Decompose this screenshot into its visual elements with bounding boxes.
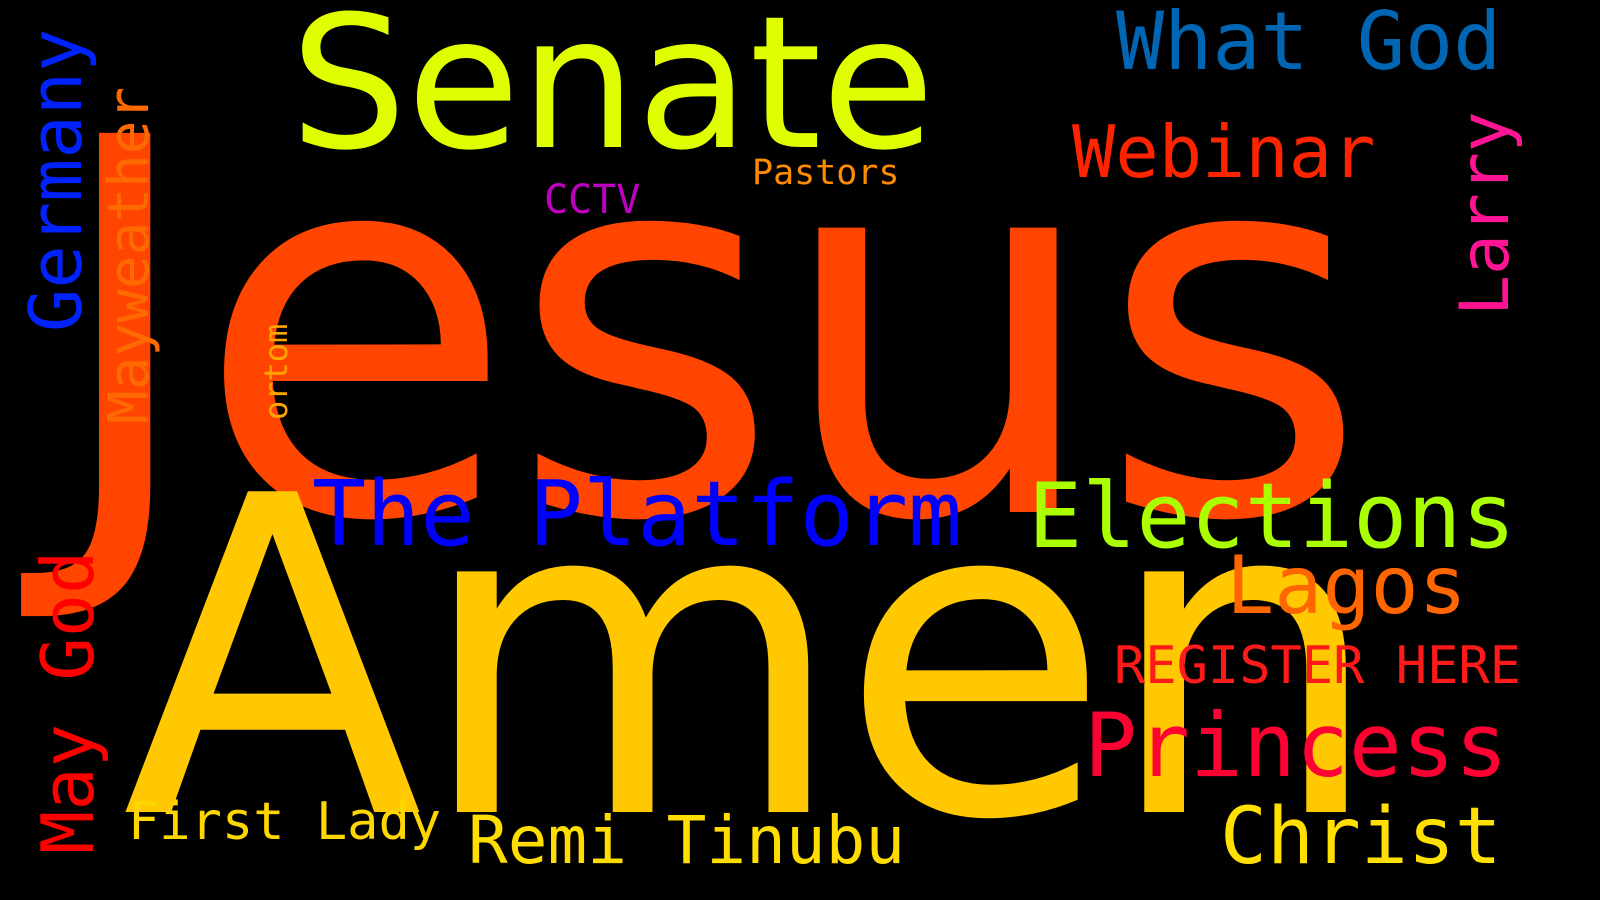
word-germany: Germany bbox=[14, 28, 98, 332]
word-pastors: Pastors bbox=[752, 153, 900, 193]
word-ortom: ortom bbox=[257, 323, 295, 420]
word-register-here: REGISTER HERE bbox=[1114, 636, 1521, 696]
word-christ: Christ bbox=[1220, 792, 1502, 882]
word-lagos: Lagos bbox=[1226, 539, 1467, 632]
word-what-god: What God bbox=[1116, 0, 1502, 88]
word-senate: Senate bbox=[290, 0, 935, 191]
word-cctv: CCTV bbox=[544, 177, 641, 223]
word-first-lady: First Lady bbox=[128, 792, 442, 852]
word-elections: Elections bbox=[1028, 464, 1516, 569]
word-may-god: May God bbox=[26, 550, 110, 854]
word-the-platform: The Platform bbox=[312, 462, 963, 567]
word-mayweather: Mayweather bbox=[97, 86, 162, 424]
word-jesus: Jesus bbox=[48, 29, 1369, 635]
word-princess: Princess bbox=[1084, 694, 1508, 797]
word-larry: Larry bbox=[1446, 111, 1525, 316]
word-webinar: Webinar bbox=[1072, 110, 1376, 194]
word-amen: Amen bbox=[122, 404, 1383, 900]
word-remi-tinubu: Remi Tinubu bbox=[468, 802, 906, 879]
